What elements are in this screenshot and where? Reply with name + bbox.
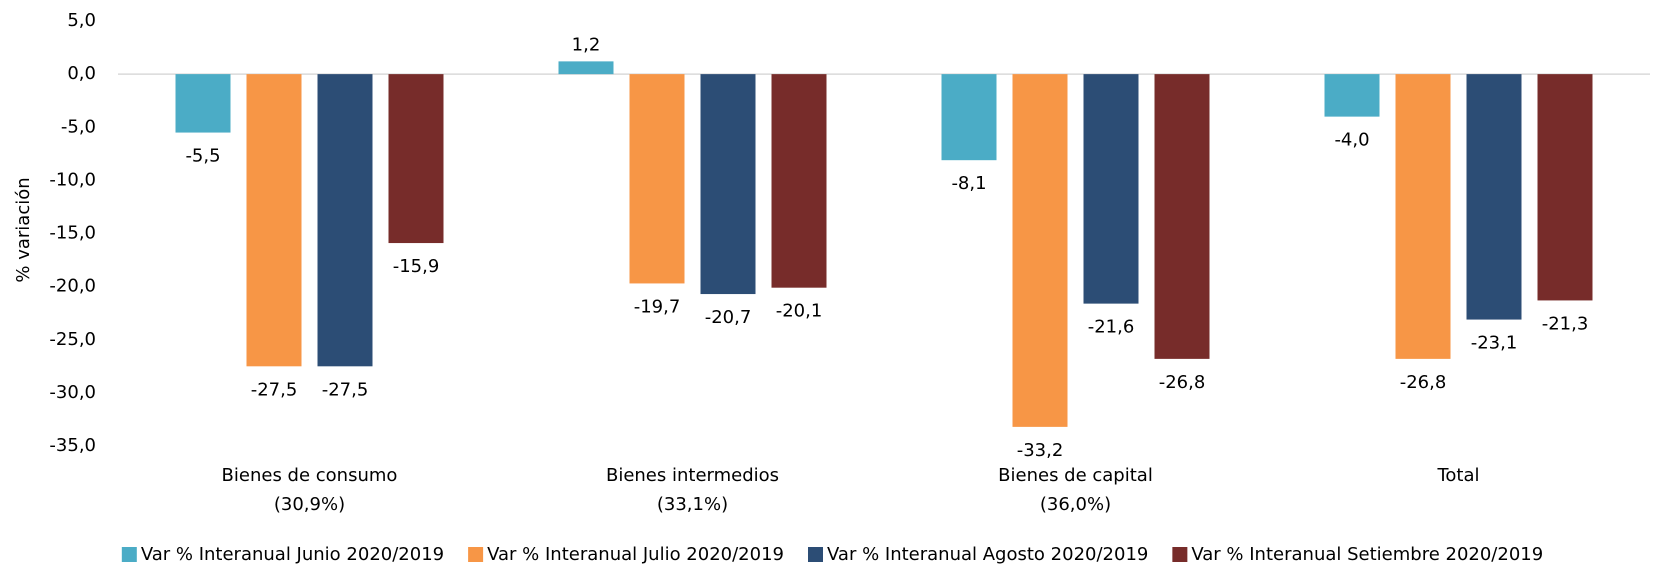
legend-label: Var % Interanual Agosto 2020/2019 [827, 544, 1148, 565]
y-axis-label: % variación [13, 177, 34, 282]
bar [771, 74, 827, 288]
y-tick-label: -35,0 [49, 435, 96, 456]
y-tick-label: -20,0 [49, 276, 96, 297]
bar [388, 74, 444, 244]
bar [629, 74, 685, 284]
data-label: -26,8 [1400, 372, 1447, 393]
bar [1324, 74, 1380, 117]
y-tick-label: -25,0 [49, 329, 96, 350]
data-label: -27,5 [322, 379, 369, 400]
x-tick-label: Bienes intermedios [606, 465, 779, 486]
data-label: -20,1 [776, 301, 823, 322]
y-tick-label: 5,0 [67, 10, 96, 31]
y-tick-label: -5,0 [61, 116, 96, 137]
data-label: 1,2 [572, 34, 601, 55]
data-label: -5,5 [185, 146, 220, 167]
legend-label: Var % Interanual Julio 2020/2019 [487, 544, 784, 565]
x-tick-label: (36,0%) [1040, 494, 1111, 515]
y-tick-label: -10,0 [49, 169, 96, 190]
data-label: -15,9 [393, 256, 440, 277]
bar [246, 74, 302, 367]
bar [941, 74, 997, 161]
legend-label: Var % Interanual Junio 2020/2019 [141, 544, 444, 565]
y-tick-label: -30,0 [49, 382, 96, 403]
data-label: -4,0 [1334, 130, 1369, 151]
x-tick-label: Bienes de consumo [222, 465, 398, 486]
bar [700, 74, 756, 295]
bar [1154, 74, 1210, 359]
data-label: -26,8 [1159, 372, 1206, 393]
bar [1537, 74, 1593, 301]
legend-label: Var % Interanual Setiembre 2020/2019 [1191, 544, 1543, 565]
x-tick-label: Bienes de capital [998, 465, 1153, 486]
x-tick-label: (33,1%) [657, 494, 728, 515]
data-label: -20,7 [705, 307, 752, 328]
x-tick-label: Total [1436, 465, 1479, 486]
data-label: -27,5 [251, 379, 298, 400]
legend-swatch [1172, 547, 1188, 562]
bar [1012, 74, 1068, 427]
bar [175, 74, 231, 133]
bar [1395, 74, 1451, 359]
bar [558, 61, 614, 75]
y-tick-label: 0,0 [67, 63, 96, 84]
data-label: -8,1 [951, 173, 986, 194]
x-tick-label: (30,9%) [274, 494, 345, 515]
bar [1466, 74, 1522, 320]
bar [1083, 74, 1139, 304]
legend-swatch [808, 547, 823, 562]
data-label: -19,7 [634, 296, 681, 317]
legend-swatch [468, 547, 484, 562]
data-label: -33,2 [1017, 440, 1064, 461]
data-label: -21,3 [1542, 313, 1589, 334]
data-label: -21,6 [1088, 317, 1135, 338]
y-tick-label: -15,0 [49, 223, 96, 244]
bar [317, 74, 373, 367]
legend-swatch [121, 547, 137, 562]
data-label: -23,1 [1471, 333, 1518, 354]
